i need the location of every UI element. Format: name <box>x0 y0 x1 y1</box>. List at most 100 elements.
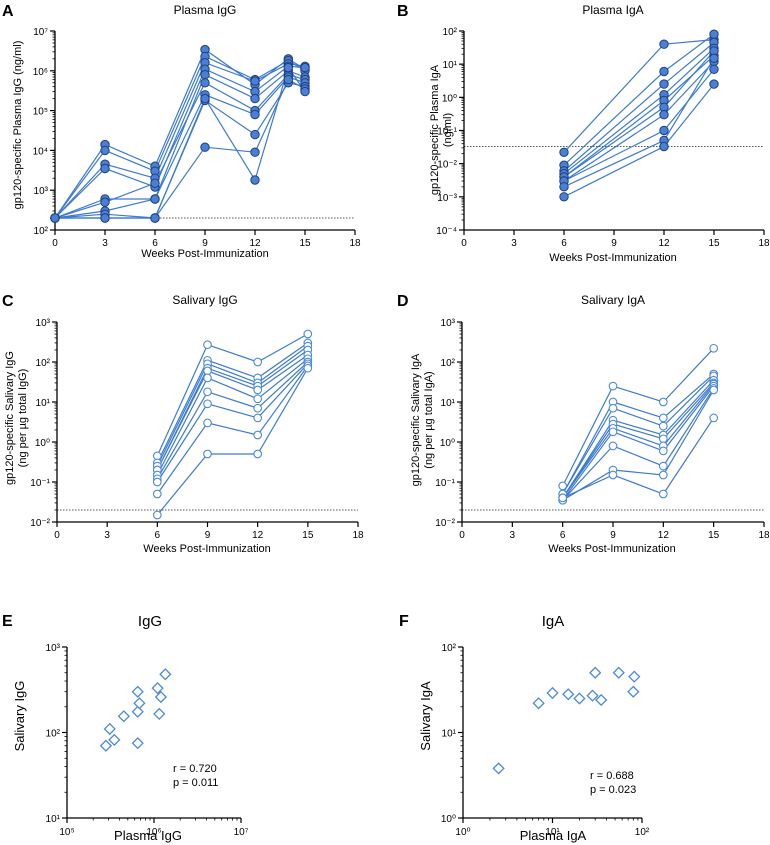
data-point-animal-10 <box>608 470 618 480</box>
y-tick-label: 10² <box>46 729 61 740</box>
series-line-animal-5 <box>156 354 309 471</box>
x-axis-label: Plasma IgA <box>520 828 587 843</box>
y-tick-label: 10³ <box>34 186 49 197</box>
y-tick-label: 10⁵ <box>33 107 48 118</box>
scatter-point-7 <box>131 685 144 698</box>
x-tick-label: 9 <box>205 530 211 541</box>
series-line-animal-7 <box>54 76 306 219</box>
series-line-animal-8 <box>54 82 306 219</box>
scatter-point-9 <box>612 666 625 679</box>
x-tick-label: 10¹ <box>545 827 560 838</box>
series-line-animal-1 <box>156 333 309 457</box>
data-point-animal-10 <box>659 141 669 152</box>
y-tick-label: 10¹ <box>46 814 61 825</box>
y-tick-label: 10⁰ <box>35 438 50 449</box>
data-point-animal-8 <box>152 477 162 487</box>
data-point-animal-6 <box>100 197 110 207</box>
series-line-animal-8 <box>156 363 309 483</box>
scatter-point-12 <box>159 668 172 681</box>
data-point-animal-9 <box>658 470 668 480</box>
data-point-animal-8 <box>203 399 212 409</box>
y-tick-label: 10⁰ <box>441 814 456 825</box>
r-value: r = 0.720 <box>173 763 217 775</box>
y-tick-label: 10⁴ <box>33 146 48 157</box>
series-line-animal-4 <box>156 349 309 471</box>
y-tick-label: 10⁻¹ <box>30 478 50 489</box>
series-line-animal-10 <box>156 367 309 516</box>
x-tick-label: 6 <box>155 530 161 541</box>
x-tick-label: 0 <box>461 238 467 249</box>
data-point-animal-6 <box>200 78 210 88</box>
x-tick-label: 6 <box>561 238 567 249</box>
chart-title: Salivary IgG <box>172 293 237 307</box>
series-line-animal-1 <box>562 347 715 487</box>
data-point-animal-4 <box>100 163 110 174</box>
scatter-point-10 <box>627 685 640 698</box>
x-tick-label: 18 <box>758 238 770 249</box>
panel-letter: A <box>2 3 14 20</box>
data-point-animal-6 <box>253 394 263 404</box>
data-point-animal-2 <box>709 29 719 39</box>
data-point-animal-10 <box>150 213 160 223</box>
x-tick-label: 12 <box>658 530 670 541</box>
data-point-animal-7 <box>659 110 669 120</box>
data-point-animal-7 <box>250 109 260 120</box>
data-point-animal-1 <box>659 39 669 49</box>
data-point-animal-10 <box>253 449 263 459</box>
y-axis-label-line-2: (ng/ml) <box>442 113 454 147</box>
data-point-animal-2 <box>659 66 669 77</box>
data-point-animal-9 <box>203 418 212 428</box>
scatter-point-7 <box>589 666 602 679</box>
scatter-point-6 <box>586 689 599 702</box>
panel-letter: B <box>397 3 409 20</box>
data-point-animal-8 <box>709 64 719 75</box>
x-axis-label: Weeks Post-Immunization <box>141 248 269 260</box>
y-tick-label: 10³ <box>36 318 51 329</box>
scatter-point-2 <box>103 722 116 736</box>
scatter-point-1 <box>492 762 505 775</box>
data-point-animal-1 <box>203 340 212 350</box>
y-tick-label: 10⁻³ <box>437 193 457 204</box>
y-tick-label: 10³ <box>441 318 456 329</box>
data-point-animal-10 <box>303 363 313 373</box>
scatter-point-11 <box>628 670 641 683</box>
data-point-animal-4 <box>300 62 310 73</box>
data-point-animal-3 <box>608 403 618 413</box>
y-tick-label: 10² <box>34 226 49 237</box>
panel-salivary-iga: D Salivary IgA gp120-specific Salivary I… <box>397 293 770 555</box>
p-value: p = 0.011 <box>173 777 218 789</box>
series-line-animal-4 <box>563 47 715 175</box>
data-point-animal-10 <box>300 86 310 97</box>
scatter-point-8 <box>595 693 608 707</box>
data-point-animal-10 <box>559 192 569 202</box>
data-point-animal-8 <box>253 413 263 423</box>
series-line-animal-3 <box>54 61 306 219</box>
data-point-animal-1 <box>558 481 568 491</box>
data-point-animal-10 <box>152 510 162 520</box>
x-tick-label: 3 <box>104 530 110 541</box>
y-tick-label: 10⁶ <box>33 67 48 78</box>
data-point-animal-8 <box>608 441 618 451</box>
data-point-animal-9 <box>709 53 719 63</box>
x-tick-label: 6 <box>152 238 158 249</box>
series-line-animal-7 <box>562 385 715 501</box>
series-line-animal-9 <box>156 365 309 495</box>
y-tick-label: 10⁰ <box>442 93 457 104</box>
x-tick-label: 15 <box>708 530 720 541</box>
y-tick-label: 10¹ <box>441 398 456 409</box>
scatter-point-4 <box>117 710 130 723</box>
r-value: r = 0.688 <box>590 770 634 782</box>
data-point-animal-6 <box>150 178 160 188</box>
series-line-animal-4 <box>54 65 306 219</box>
data-point-animal-2 <box>100 145 110 156</box>
y-tick-label: 10¹ <box>36 398 51 409</box>
data-point-animal-7 <box>608 427 618 437</box>
data-point-animal-9 <box>200 142 210 152</box>
x-tick-label: 12 <box>252 530 264 541</box>
y-tick-label: 10² <box>441 358 456 369</box>
data-point-animal-5 <box>253 385 263 395</box>
chart-title: IgG <box>138 613 162 630</box>
x-axis-label: Weeks Post-Immunization <box>548 543 676 555</box>
series-line-animal-7 <box>156 361 309 480</box>
x-tick-label: 12 <box>249 238 261 249</box>
